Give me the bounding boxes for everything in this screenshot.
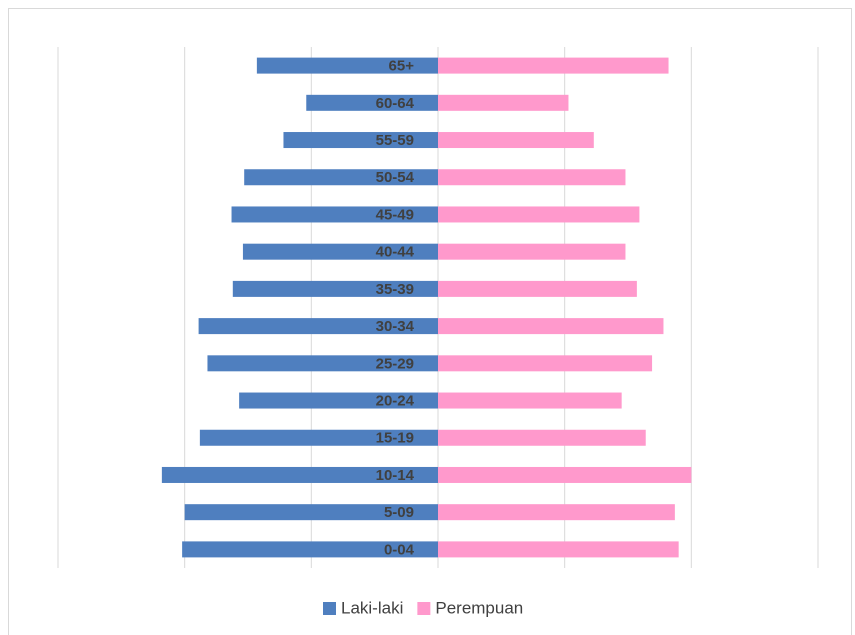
bar (244, 169, 438, 186)
bar (242, 243, 438, 260)
bar (239, 392, 438, 409)
bar (198, 318, 438, 335)
legend-swatch (323, 602, 336, 615)
category-label: 30-34 (376, 318, 415, 335)
bar (438, 57, 669, 74)
category-label: 60-64 (376, 95, 415, 112)
category-label: 65+ (389, 58, 415, 75)
category-label: 5-09 (384, 504, 414, 521)
bar (438, 94, 569, 111)
legend-label: Laki-laki (341, 598, 403, 617)
category-label: 50-54 (376, 169, 415, 186)
bar (438, 206, 640, 223)
legend-swatch (417, 602, 431, 615)
bar (283, 132, 438, 149)
bar (438, 169, 626, 186)
category-label: 55-59 (376, 132, 414, 149)
bar (231, 206, 438, 223)
category-label: 25-29 (376, 355, 414, 372)
bar (199, 429, 438, 446)
bar (438, 504, 675, 521)
bar (184, 504, 438, 521)
bar (438, 243, 626, 260)
category-label: 0-04 (384, 541, 415, 558)
bar (438, 318, 664, 335)
category-label: 45-49 (376, 206, 414, 223)
bar (438, 541, 679, 558)
bar (438, 355, 653, 372)
bar (438, 392, 622, 409)
bar (161, 466, 438, 483)
category-label: 10-14 (376, 467, 415, 484)
bar (256, 57, 438, 74)
bar (232, 280, 438, 297)
category-label: 15-19 (376, 430, 414, 447)
bar (207, 355, 438, 372)
category-label: 20-24 (376, 393, 415, 410)
bar (438, 466, 692, 483)
bar (182, 541, 438, 558)
category-label: 35-39 (376, 281, 414, 298)
category-label: 40-44 (376, 244, 415, 261)
bar (438, 132, 594, 149)
bar (438, 429, 646, 446)
bar (306, 94, 438, 111)
bar (438, 280, 637, 297)
legend-label: Perempuan (435, 598, 523, 617)
